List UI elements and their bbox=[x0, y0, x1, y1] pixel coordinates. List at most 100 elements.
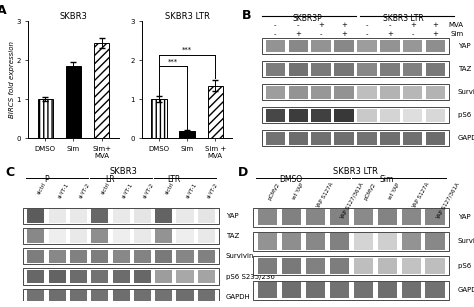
Bar bbox=[265, 109, 285, 122]
Bar bbox=[112, 229, 129, 243]
Text: LTR: LTR bbox=[168, 175, 181, 184]
Text: YAP: YAP bbox=[458, 214, 471, 220]
Bar bbox=[289, 63, 308, 76]
Point bbox=[443, 176, 449, 180]
Bar bbox=[134, 229, 151, 243]
Bar bbox=[134, 290, 151, 304]
Bar bbox=[311, 63, 331, 76]
Bar bbox=[48, 250, 65, 263]
Bar bbox=[91, 250, 108, 263]
Bar bbox=[311, 40, 331, 52]
Bar bbox=[155, 229, 172, 243]
Bar bbox=[329, 233, 349, 250]
Bar bbox=[401, 282, 421, 298]
Bar bbox=[311, 132, 331, 145]
Bar bbox=[198, 270, 215, 283]
Bar bbox=[155, 290, 172, 304]
Point bbox=[151, 176, 157, 180]
Bar bbox=[27, 229, 44, 243]
Bar bbox=[311, 109, 331, 122]
Text: TAZ: TAZ bbox=[458, 66, 471, 72]
Text: wt YAP: wt YAP bbox=[291, 182, 305, 200]
Text: si-YT-1: si-YT-1 bbox=[185, 182, 198, 200]
Bar bbox=[253, 232, 449, 251]
Bar bbox=[176, 270, 193, 283]
Text: C: C bbox=[6, 166, 15, 179]
Bar bbox=[27, 209, 44, 223]
Bar bbox=[91, 270, 108, 283]
Bar bbox=[306, 209, 325, 225]
Bar bbox=[426, 209, 445, 225]
Text: YAP S127A: YAP S127A bbox=[315, 182, 334, 210]
Point bbox=[357, 15, 363, 18]
Bar bbox=[134, 270, 151, 283]
Text: pS6 S235/S236: pS6 S235/S236 bbox=[458, 112, 474, 118]
Bar bbox=[262, 38, 449, 54]
Bar bbox=[265, 132, 285, 145]
Text: SKBR3 LTR: SKBR3 LTR bbox=[333, 167, 378, 176]
Bar bbox=[377, 282, 397, 298]
Title: SKBR3 LTR: SKBR3 LTR bbox=[165, 12, 210, 21]
Bar bbox=[155, 270, 172, 283]
Bar bbox=[208, 86, 223, 138]
Bar bbox=[91, 209, 108, 223]
Bar bbox=[426, 86, 446, 99]
Text: -: - bbox=[389, 22, 391, 28]
Bar bbox=[354, 233, 373, 250]
Bar bbox=[23, 228, 219, 244]
Text: +: + bbox=[410, 22, 416, 28]
Bar bbox=[262, 130, 449, 146]
Text: -: - bbox=[320, 31, 322, 37]
Bar bbox=[357, 40, 377, 52]
Point bbox=[87, 176, 93, 180]
Bar bbox=[23, 248, 219, 264]
Bar bbox=[380, 132, 400, 145]
Bar bbox=[176, 229, 193, 243]
Text: pS6 S235/236: pS6 S235/236 bbox=[226, 274, 274, 280]
Text: Sim: Sim bbox=[450, 31, 464, 37]
Bar bbox=[70, 290, 87, 304]
Point bbox=[149, 176, 155, 180]
Bar bbox=[403, 40, 422, 52]
Text: ***: *** bbox=[182, 47, 192, 52]
Bar bbox=[426, 109, 446, 122]
Bar bbox=[357, 109, 377, 122]
Bar bbox=[282, 282, 301, 298]
Bar bbox=[176, 290, 193, 304]
Text: LR: LR bbox=[106, 175, 115, 184]
Bar bbox=[401, 233, 421, 250]
Text: sictrl: sictrl bbox=[100, 182, 111, 196]
Text: si-YT-2: si-YT-2 bbox=[206, 182, 219, 200]
Point bbox=[349, 176, 355, 180]
Text: YAP S127/361A: YAP S127/361A bbox=[435, 182, 460, 221]
Bar bbox=[403, 63, 422, 76]
Bar bbox=[155, 209, 172, 223]
Bar bbox=[357, 63, 377, 76]
Text: A: A bbox=[0, 4, 7, 17]
Bar bbox=[289, 40, 308, 52]
Text: YAP: YAP bbox=[226, 213, 238, 219]
Bar bbox=[426, 40, 446, 52]
Bar bbox=[377, 233, 397, 250]
Text: SKBR3P: SKBR3P bbox=[292, 14, 322, 22]
Bar bbox=[334, 132, 354, 145]
Bar bbox=[155, 250, 172, 263]
Bar bbox=[94, 43, 109, 138]
Text: +: + bbox=[341, 31, 347, 37]
Bar bbox=[357, 86, 377, 99]
Bar bbox=[37, 99, 53, 138]
Bar bbox=[377, 209, 397, 225]
Point bbox=[347, 176, 353, 180]
Text: GAPDH: GAPDH bbox=[226, 294, 250, 300]
Bar bbox=[198, 250, 215, 263]
Bar bbox=[329, 282, 349, 298]
Bar bbox=[426, 233, 445, 250]
Point bbox=[259, 15, 264, 18]
Bar bbox=[198, 290, 215, 304]
Bar bbox=[91, 290, 108, 304]
Text: YAP S127A: YAP S127A bbox=[411, 182, 430, 210]
Bar bbox=[380, 40, 400, 52]
Point bbox=[254, 176, 259, 180]
Bar bbox=[380, 109, 400, 122]
Bar bbox=[180, 131, 195, 138]
